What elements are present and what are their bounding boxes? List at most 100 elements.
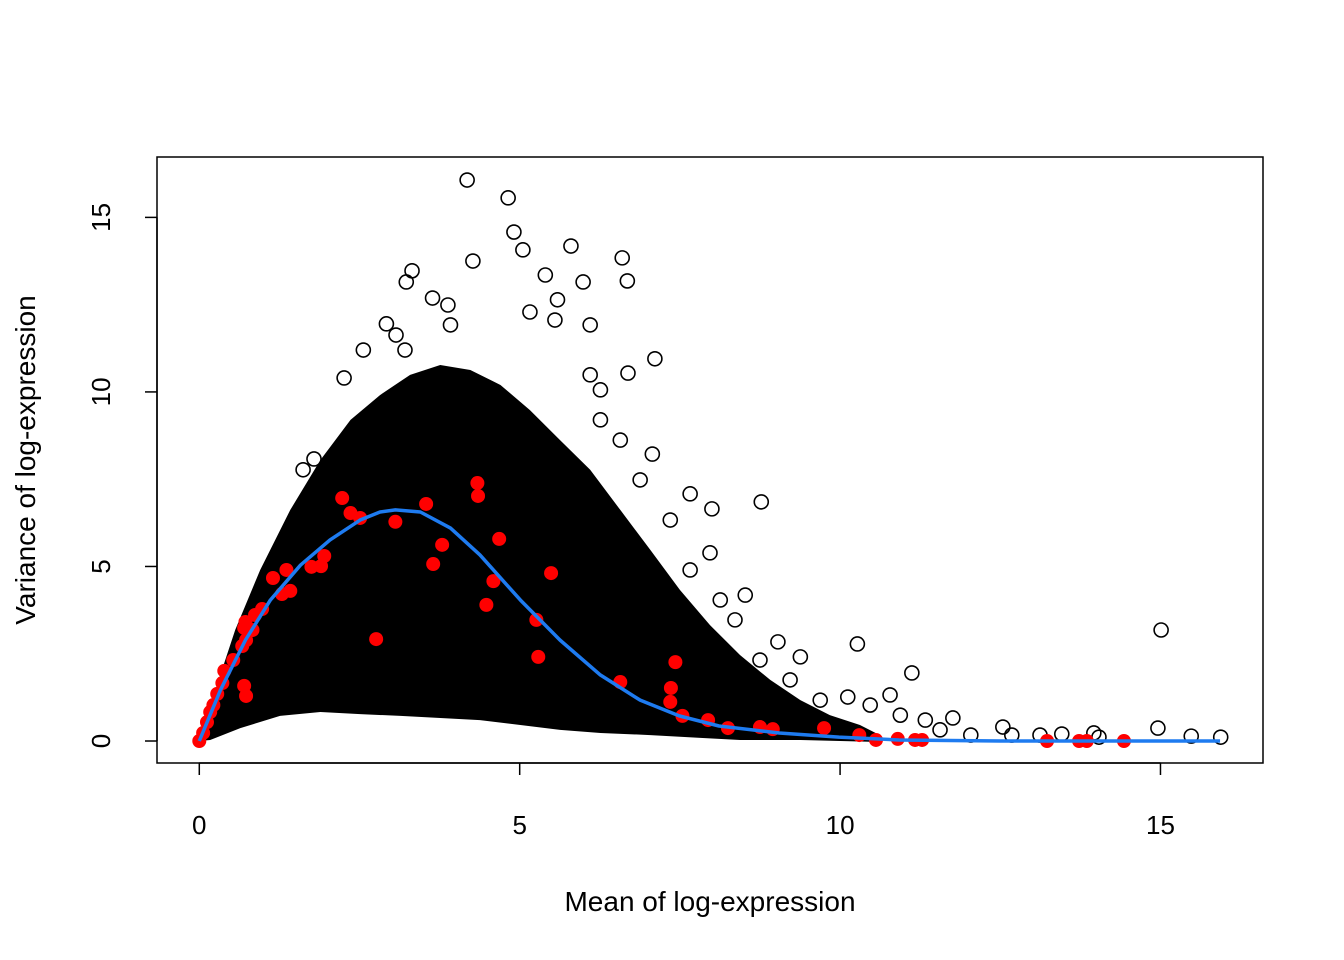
- highlighted-point: [435, 537, 450, 552]
- data-point: [917, 712, 934, 728]
- data-point: [547, 312, 563, 328]
- y-axis-title: Variance of log-expression: [10, 295, 41, 624]
- data-point: [892, 707, 909, 723]
- highlighted-point: [668, 655, 683, 670]
- data-point: [378, 316, 395, 332]
- data-point: [537, 267, 554, 283]
- data-point: [702, 545, 718, 561]
- highlighted-point: [335, 491, 350, 506]
- data-point: [1212, 729, 1229, 745]
- highlighted-point: [486, 574, 501, 589]
- x-tick-label: 0: [192, 810, 206, 840]
- highlighted-point: [238, 614, 253, 629]
- data-point: [500, 190, 516, 206]
- data-point: [882, 687, 898, 703]
- data-point: [522, 304, 538, 320]
- x-tick-label: 10: [826, 810, 855, 840]
- data-point: [612, 432, 629, 448]
- data-point: [704, 501, 720, 517]
- data-point: [582, 367, 598, 383]
- data-point: [440, 297, 456, 313]
- data-point: [592, 382, 609, 398]
- highlighted-point: [529, 612, 544, 627]
- highlighted-point: [283, 583, 298, 598]
- data-point: [682, 486, 698, 502]
- highlighted-point: [279, 562, 294, 577]
- data-point: [459, 172, 475, 188]
- data-point: [442, 317, 459, 333]
- x-axis-title: Mean of log-expression: [564, 886, 855, 917]
- data-point: [575, 274, 591, 290]
- y-tick-label: 0: [86, 734, 116, 748]
- data-point: [682, 562, 698, 578]
- highlighted-point: [426, 557, 441, 572]
- data-point: [465, 253, 481, 269]
- data-point: [549, 291, 566, 308]
- trend-line: [197, 508, 1221, 743]
- data-point: [355, 342, 372, 358]
- data-point: [295, 461, 311, 478]
- data-point: [662, 512, 679, 528]
- data-point: [336, 370, 352, 386]
- data-point: [945, 710, 961, 726]
- data-point: [752, 652, 768, 668]
- data-point: [812, 692, 829, 708]
- data-point: [995, 719, 1011, 735]
- data-point: [563, 238, 579, 254]
- data-point: [647, 350, 663, 367]
- data-point: [737, 587, 754, 603]
- data-point: [614, 250, 631, 266]
- data-point: [1053, 726, 1070, 742]
- data-point: [839, 689, 856, 705]
- data-point: [620, 365, 636, 381]
- highlighted-point: [663, 694, 678, 709]
- highlighted-point: [265, 570, 280, 585]
- data-point: [904, 665, 920, 681]
- data-point: [397, 342, 413, 358]
- data-point: [862, 697, 878, 713]
- x-tick-label: 15: [1146, 810, 1175, 840]
- data-point: [792, 649, 809, 665]
- data-point: [770, 634, 786, 650]
- data-point: [619, 273, 636, 289]
- y-tick-label: 5: [86, 559, 116, 573]
- plot-area: [192, 172, 1229, 749]
- highlighted-point: [663, 680, 678, 695]
- highlighted-point: [369, 632, 384, 647]
- data-point: [424, 290, 441, 306]
- x-axis: 0 5 10 15: [192, 762, 1175, 840]
- highlighted-point: [239, 688, 254, 703]
- data-point: [644, 446, 661, 462]
- data-point: [632, 472, 648, 488]
- highlighted-point: [817, 721, 832, 736]
- data-point: [932, 722, 948, 738]
- data-point: [592, 412, 609, 428]
- dense-point-cloud: [199, 365, 880, 743]
- highlighted-point: [479, 597, 494, 612]
- highlighted-point: [544, 566, 559, 581]
- y-axis: 0 5 10 15: [86, 203, 158, 748]
- highlighted-point: [470, 476, 485, 491]
- y-tick-label: 10: [86, 377, 116, 406]
- data-point: [398, 274, 415, 290]
- data-point: [849, 636, 866, 652]
- data-point: [1153, 622, 1169, 638]
- highlighted-point: [317, 548, 332, 563]
- x-tick-label: 5: [512, 810, 526, 840]
- data-point: [753, 494, 770, 510]
- data-point: [515, 242, 531, 258]
- data-point: [306, 451, 322, 467]
- data-point: [582, 317, 598, 333]
- data-point: [727, 612, 743, 628]
- data-point: [1150, 720, 1166, 736]
- highlighted-point: [531, 649, 546, 664]
- highlighted-point: [471, 488, 486, 503]
- data-point: [1183, 728, 1200, 744]
- highlighted-point: [419, 496, 434, 511]
- y-tick-label: 15: [86, 203, 116, 232]
- highlighted-point: [388, 514, 403, 529]
- highlighted-point: [492, 531, 507, 546]
- data-point: [782, 672, 798, 688]
- data-point: [712, 592, 729, 608]
